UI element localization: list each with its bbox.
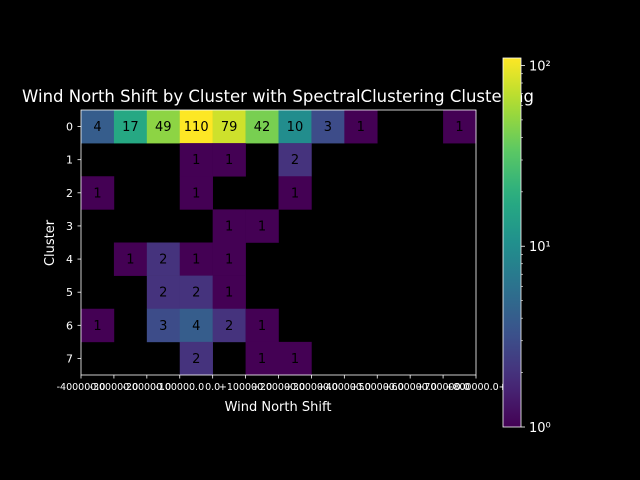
cell-value-label: 79 bbox=[221, 120, 238, 135]
x-tick-label: +800000.0+ bbox=[445, 382, 506, 393]
x-tick-label: +300000.0 bbox=[285, 382, 338, 393]
heatmap-cell bbox=[344, 110, 378, 144]
heatmap-cell bbox=[278, 341, 312, 376]
y-tick-label: 4 bbox=[66, 253, 73, 266]
heatmap-cell bbox=[81, 308, 115, 343]
cell-value-label: 1 bbox=[455, 120, 463, 135]
x-tick-label: -300000.0 bbox=[90, 382, 139, 393]
cell-value-label: 1 bbox=[225, 153, 233, 168]
heatmap-cell bbox=[245, 110, 279, 144]
cell-value-label: 1 bbox=[258, 319, 266, 334]
heatmap-cell bbox=[81, 110, 115, 144]
heatmap-cell bbox=[81, 176, 115, 210]
cell-value-label: 1 bbox=[291, 186, 299, 201]
colorbar bbox=[502, 57, 522, 428]
cell-value-label: 1 bbox=[192, 153, 200, 168]
heatmap-cell bbox=[212, 275, 246, 310]
x-tick-label: +500000.0 bbox=[351, 382, 404, 393]
x-tick-label: +600000.0 bbox=[384, 382, 437, 393]
cell-value-label: 1 bbox=[93, 186, 101, 201]
y-axis-label: Cluster bbox=[43, 219, 58, 266]
cell-value-label: 1 bbox=[258, 352, 266, 367]
cell-value-label: 2 bbox=[192, 352, 200, 367]
heatmap-cell bbox=[278, 176, 312, 210]
heatmap-cell bbox=[212, 209, 246, 243]
cell-value-label: 2 bbox=[225, 319, 233, 334]
y-tick-label: 5 bbox=[66, 286, 73, 299]
cell-value-label: 1 bbox=[192, 253, 200, 268]
cell-value-label: 1 bbox=[225, 219, 233, 234]
cell-value-label: 1 bbox=[225, 253, 233, 268]
y-tick-label: 6 bbox=[66, 319, 73, 332]
heatmap-cell bbox=[212, 143, 246, 177]
x-tick-label: +200000.0 bbox=[252, 382, 305, 393]
cell-value-label: 3 bbox=[324, 120, 332, 135]
heatmap-cell bbox=[179, 341, 213, 376]
heatmap-cells: 4 17 49 110 79 42 10 3 1 11 1 21 1 11 11 2 1 12 2 11 3 4 2 12 1 1 bbox=[80, 109, 477, 376]
heatmap-cell bbox=[179, 176, 213, 210]
cell-value-label: 49 bbox=[155, 120, 172, 135]
x-tick-label: -100000.0 bbox=[155, 382, 204, 393]
heatmap-cell bbox=[146, 242, 181, 276]
heatmap-cell bbox=[245, 341, 279, 376]
colorbar-tick-label: 10² bbox=[529, 59, 551, 74]
colorbar-ticks: 10⁰ 10¹ 10² bbox=[521, 59, 551, 436]
heatmap-cell bbox=[179, 242, 213, 276]
cell-value-label: 4 bbox=[192, 319, 200, 334]
heatmap-cell bbox=[179, 110, 213, 144]
cell-value-label: 110 bbox=[184, 120, 209, 135]
cell-value-label: 2 bbox=[159, 286, 167, 301]
y-tick-label: 2 bbox=[66, 187, 73, 200]
cell-value-label: 1 bbox=[357, 120, 365, 135]
cell-value-label: 1 bbox=[192, 186, 200, 201]
cell-value-label: 1 bbox=[258, 219, 266, 234]
y-tick-label: 1 bbox=[66, 154, 73, 167]
heatmap-cell bbox=[146, 275, 181, 310]
cell-value-label: 1 bbox=[93, 319, 101, 334]
x-axis-label: Wind North Shift bbox=[225, 400, 332, 415]
heatmap-cell bbox=[212, 242, 246, 276]
heatmap-cell bbox=[245, 308, 279, 343]
y-tick-label: 7 bbox=[66, 352, 73, 365]
cell-value-label: 4 bbox=[93, 120, 101, 135]
x-tick-label: +700000.0 bbox=[416, 382, 469, 393]
heatmap-cell bbox=[113, 110, 148, 144]
x-tick-label: -200000.0 bbox=[122, 382, 171, 393]
heatmap-cell bbox=[146, 110, 181, 144]
colorbar-tick-label: 10¹ bbox=[529, 240, 551, 255]
x-tick-label: +400000.0 bbox=[318, 382, 371, 393]
x-tick-label: +100000.0 bbox=[219, 382, 272, 393]
heatmap-cell bbox=[311, 110, 345, 144]
heatmap-cell bbox=[179, 275, 213, 310]
heatmap-cell bbox=[278, 143, 312, 177]
cell-value-label: 1 bbox=[126, 253, 134, 268]
heatmap-cell bbox=[443, 110, 477, 144]
cell-value-label: 2 bbox=[192, 286, 200, 301]
heatmap-cell bbox=[179, 143, 213, 177]
cell-value-label: 1 bbox=[291, 352, 299, 367]
heatmap-cell bbox=[212, 110, 246, 144]
x-tick-label: -400000.0 bbox=[57, 382, 106, 393]
cell-value-label: 3 bbox=[159, 319, 167, 334]
heatmap-cell bbox=[113, 242, 148, 276]
y-tick-labels: 0 1 2 3 4 5 6 7 bbox=[66, 121, 81, 365]
cell-value-label: 1 bbox=[225, 286, 233, 301]
heatmap-cell bbox=[212, 308, 246, 343]
chart-title: Wind North Shift by Cluster with Spectra… bbox=[22, 87, 534, 106]
cell-value-label: 2 bbox=[291, 153, 299, 168]
heatmap-cell bbox=[146, 308, 181, 343]
x-tick-label: 0.0 bbox=[205, 382, 220, 393]
cell-value-label: 2 bbox=[159, 253, 167, 268]
y-tick-label: 3 bbox=[66, 220, 73, 233]
heatmap-cell bbox=[179, 308, 213, 343]
heatmap-cell bbox=[245, 209, 279, 243]
x-tick-labels: -400000.0-300000.0-200000.0-100000.0 0.0+… bbox=[57, 375, 507, 393]
cell-value-label: 42 bbox=[254, 120, 271, 135]
cell-value-label: 17 bbox=[122, 120, 139, 135]
colorbar-tick-label: 10⁰ bbox=[529, 421, 551, 436]
y-tick-label: 0 bbox=[66, 121, 73, 134]
cell-value-label: 10 bbox=[287, 120, 304, 135]
heatmap-cell bbox=[278, 110, 312, 144]
